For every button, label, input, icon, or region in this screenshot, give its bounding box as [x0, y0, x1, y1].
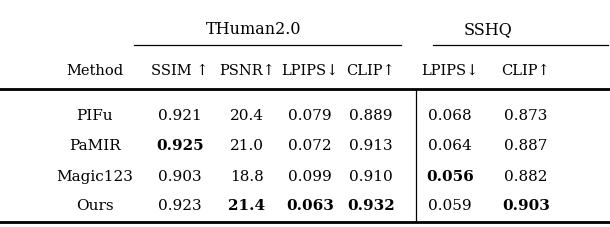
- Text: 0.932: 0.932: [347, 198, 395, 212]
- Text: 21.4: 21.4: [229, 198, 265, 212]
- Text: PIFu: PIFu: [76, 109, 113, 123]
- Text: 18.8: 18.8: [230, 169, 264, 183]
- Text: 0.064: 0.064: [428, 138, 472, 152]
- Text: LPIPS↓: LPIPS↓: [281, 63, 339, 77]
- Text: 20.4: 20.4: [230, 109, 264, 123]
- Text: 0.059: 0.059: [428, 198, 472, 212]
- Text: 0.079: 0.079: [288, 109, 332, 123]
- Text: 0.056: 0.056: [426, 169, 474, 183]
- Text: Method: Method: [66, 63, 123, 77]
- Text: 0.903: 0.903: [158, 169, 202, 183]
- Text: 0.873: 0.873: [504, 109, 548, 123]
- Text: 0.882: 0.882: [504, 169, 548, 183]
- Text: 0.099: 0.099: [288, 169, 332, 183]
- Text: Ours: Ours: [76, 198, 113, 212]
- Text: CLIP↑: CLIP↑: [501, 63, 550, 77]
- Text: 0.921: 0.921: [158, 109, 202, 123]
- Text: 0.063: 0.063: [286, 198, 334, 212]
- Text: 0.923: 0.923: [158, 198, 202, 212]
- Text: 21.0: 21.0: [230, 138, 264, 152]
- Text: 0.925: 0.925: [156, 138, 204, 152]
- Text: 0.913: 0.913: [349, 138, 393, 152]
- Text: 0.910: 0.910: [349, 169, 393, 183]
- Text: 0.887: 0.887: [504, 138, 548, 152]
- Text: LPIPS↓: LPIPS↓: [422, 63, 479, 77]
- Text: SSIM ↑: SSIM ↑: [151, 63, 209, 77]
- Text: 0.889: 0.889: [349, 109, 393, 123]
- Text: CLIP↑: CLIP↑: [346, 63, 395, 77]
- Text: PSNR↑: PSNR↑: [219, 63, 275, 77]
- Text: SSHQ: SSHQ: [464, 21, 512, 38]
- Text: 0.903: 0.903: [502, 198, 550, 212]
- Text: THuman2.0: THuman2.0: [206, 21, 301, 38]
- Text: 0.068: 0.068: [428, 109, 472, 123]
- Text: PaMIR: PaMIR: [69, 138, 120, 152]
- Text: 0.072: 0.072: [288, 138, 332, 152]
- Text: Magic123: Magic123: [56, 169, 133, 183]
